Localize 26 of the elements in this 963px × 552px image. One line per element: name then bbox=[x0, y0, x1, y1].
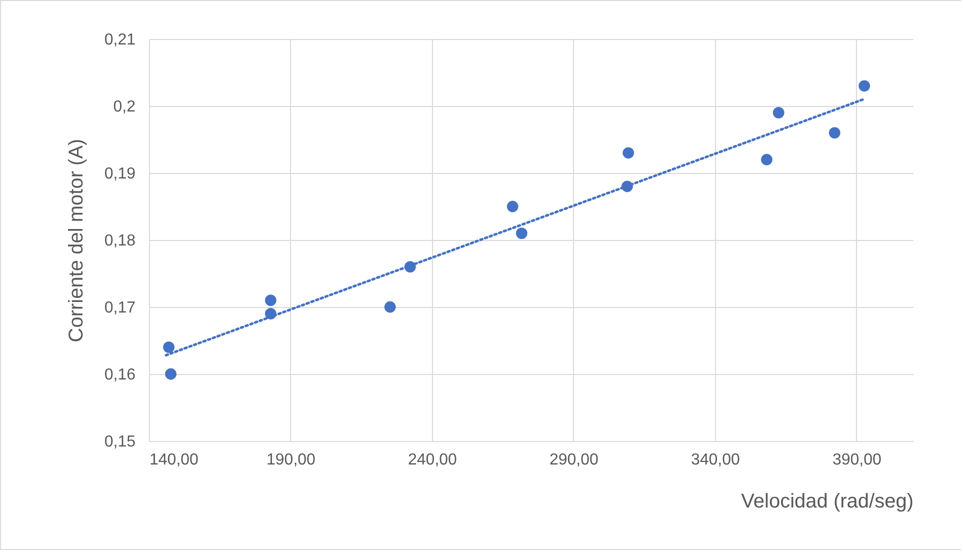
x-tick-label: 140,00 bbox=[150, 452, 199, 468]
point bbox=[761, 154, 772, 166]
point bbox=[163, 342, 175, 353]
point bbox=[384, 301, 396, 313]
y-tick-label: 0,18 bbox=[104, 232, 136, 250]
y-tick-label: 0,21 bbox=[104, 32, 136, 48]
x-axis-title: Velocidad (rad/seg) bbox=[741, 490, 914, 512]
y-tick-label: 0,16 bbox=[104, 366, 136, 384]
x-tick-label: 390,00 bbox=[832, 452, 882, 468]
point bbox=[506, 200, 518, 212]
x-tick-label: 340,00 bbox=[690, 452, 740, 468]
y-tick-label: 0,15 bbox=[104, 434, 136, 450]
x-tick-label: 190,00 bbox=[266, 452, 316, 468]
x-tick-label: 290,00 bbox=[549, 452, 599, 468]
point bbox=[264, 294, 276, 306]
x-tick-label: 240,00 bbox=[408, 452, 458, 468]
point bbox=[772, 107, 784, 118]
point bbox=[516, 228, 528, 239]
y-axis-title: Corriente del motor (A) bbox=[65, 138, 88, 342]
y-tick-label: 0,2 bbox=[113, 98, 136, 116]
point bbox=[622, 147, 634, 159]
y-tick-label: 0,19 bbox=[104, 166, 136, 182]
point bbox=[858, 80, 870, 92]
y-tick-label: 0,17 bbox=[104, 300, 136, 316]
point bbox=[828, 127, 840, 138]
point bbox=[165, 368, 176, 380]
